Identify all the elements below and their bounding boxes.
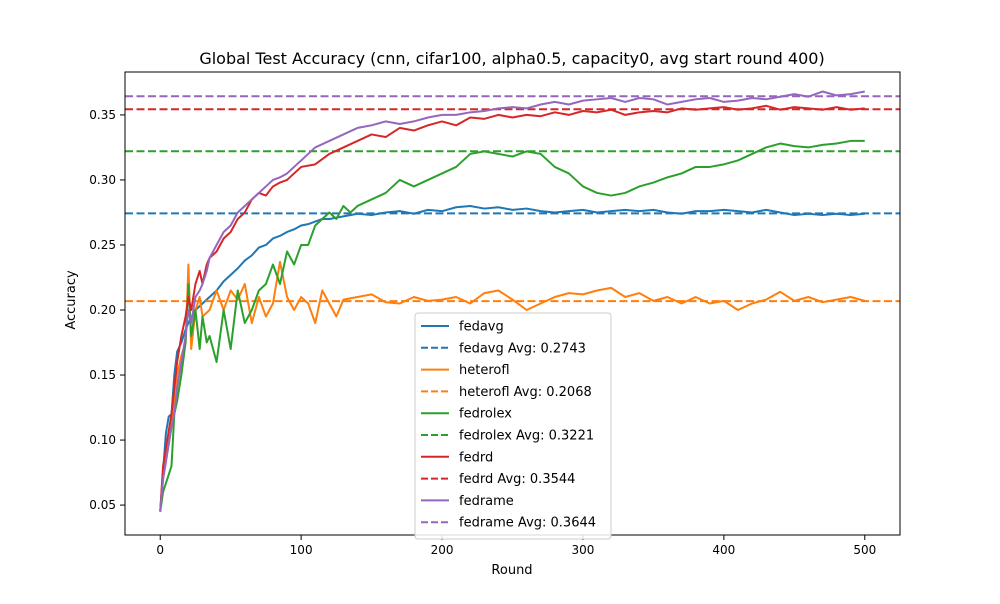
series-lines [125,90,900,512]
y-tick-label: 0.10 [89,433,116,447]
legend-entry: fedrd Avg: 0.3544 [459,472,575,487]
x-axis: 0 100 200 300 400 500 [156,535,876,557]
x-tick-label: 300 [572,543,595,557]
legend-entry: fedrolex Avg: 0.3221 [459,429,594,444]
y-tick-label: 0.15 [89,368,116,382]
y-tick-label: 0.25 [89,238,116,252]
legend-entry: fedavg [459,320,504,335]
x-tick-label: 100 [290,543,313,557]
legend-box [414,312,612,540]
y-axis: 0.05 0.10 0.15 0.20 0.25 0.30 0.35 [89,108,125,512]
legend-entry: fedrame [459,494,514,509]
legend: fedavg fedavg Avg: 0.2743 heterofl heterofl… [414,312,612,540]
legend-entry: heterofl [459,363,510,378]
y-axis-label: Accuracy [64,270,79,330]
x-tick-label: 400 [712,543,735,557]
series-line-fedavg [159,204,865,512]
series-line-fedrolex [159,139,865,512]
y-tick-label: 0.30 [89,173,116,187]
legend-entry: heterofl Avg: 0.2068 [459,385,592,400]
chart-title: Global Test Accuracy (cnn, cifar100, alp… [199,49,824,68]
x-tick-label: 500 [853,543,876,557]
legend-entry: fedrame Avg: 0.3644 [459,516,596,531]
legend-entry: fedavg Avg: 0.2743 [459,341,586,356]
legend-entry: fedrd [459,450,493,465]
x-tick-label: 200 [431,543,454,557]
x-axis-label: Round [491,563,532,578]
series-line-fedrame [159,90,865,512]
y-tick-label: 0.05 [89,498,116,512]
y-tick-label: 0.35 [89,108,116,122]
legend-entry: fedrolex [459,407,512,422]
y-tick-label: 0.20 [89,303,116,317]
x-tick-label: 0 [156,543,164,557]
